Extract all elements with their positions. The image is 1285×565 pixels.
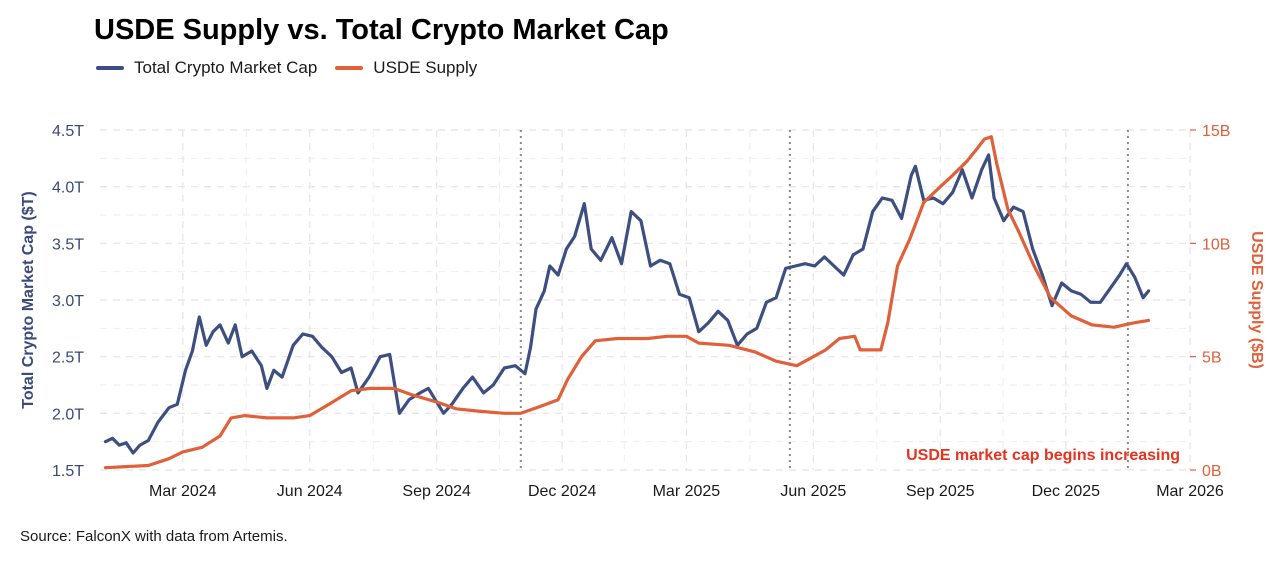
x-axis-tick-label: Mar 2024 xyxy=(149,483,217,500)
annotation-label: USDE market cap begins increasing xyxy=(906,447,1180,464)
left-axis-tick-label: 4.0T xyxy=(52,180,84,197)
legend: Total Crypto Market Cap USDE Supply xyxy=(96,58,495,78)
left-axis-tick-label: 1.5T xyxy=(52,463,84,480)
right-axis-tick-label: 10B xyxy=(1202,236,1230,253)
left-axis-tick-label: 3.5T xyxy=(52,236,84,253)
legend-label-usde-supply: USDE Supply xyxy=(373,58,478,77)
right-axis-tick-label: 15B xyxy=(1202,123,1230,140)
left-axis-tick-label: 2.0T xyxy=(52,406,84,423)
chart-title: USDE Supply vs. Total Crypto Market Cap xyxy=(94,14,669,46)
right-axis-tick-label: 0B xyxy=(1202,463,1222,480)
x-axis-tick-label: Mar 2026 xyxy=(1156,483,1224,500)
left-axis-tick-label: 3.0T xyxy=(52,293,84,310)
x-axis-tick-label: Jun 2024 xyxy=(277,483,343,500)
legend-swatch-usde-supply xyxy=(335,66,364,70)
source-note: Source: FalconX with data from Artemis. xyxy=(20,528,288,545)
legend-item-market-cap: Total Crypto Market Cap xyxy=(96,58,317,78)
x-axis-tick-label: Dec 2024 xyxy=(528,483,597,500)
left-axis-tick-label: 4.5T xyxy=(52,123,84,140)
x-axis-tick-label: Sep 2025 xyxy=(906,483,975,500)
usde-supply-line xyxy=(103,135,1151,470)
x-axis-tick-label: Mar 2025 xyxy=(653,483,721,500)
left-axis-tick-label: 2.5T xyxy=(52,350,84,367)
right-axis-tick-label: 5B xyxy=(1202,350,1222,367)
left-axis-title: Total Crypto Market Cap ($T) xyxy=(20,191,37,409)
x-axis-tick-label: Dec 2025 xyxy=(1032,483,1101,500)
market-cap-line xyxy=(103,153,1151,455)
x-axis-tick-label: Jun 2025 xyxy=(780,483,846,500)
x-axis-tick-label: Sep 2024 xyxy=(402,483,471,500)
legend-label-market-cap: Total Crypto Market Cap xyxy=(134,58,318,77)
right-axis-title: USDE Supply ($B) xyxy=(1248,231,1265,369)
legend-item-usde-supply: USDE Supply xyxy=(335,58,477,78)
legend-swatch-market-cap xyxy=(96,66,124,70)
